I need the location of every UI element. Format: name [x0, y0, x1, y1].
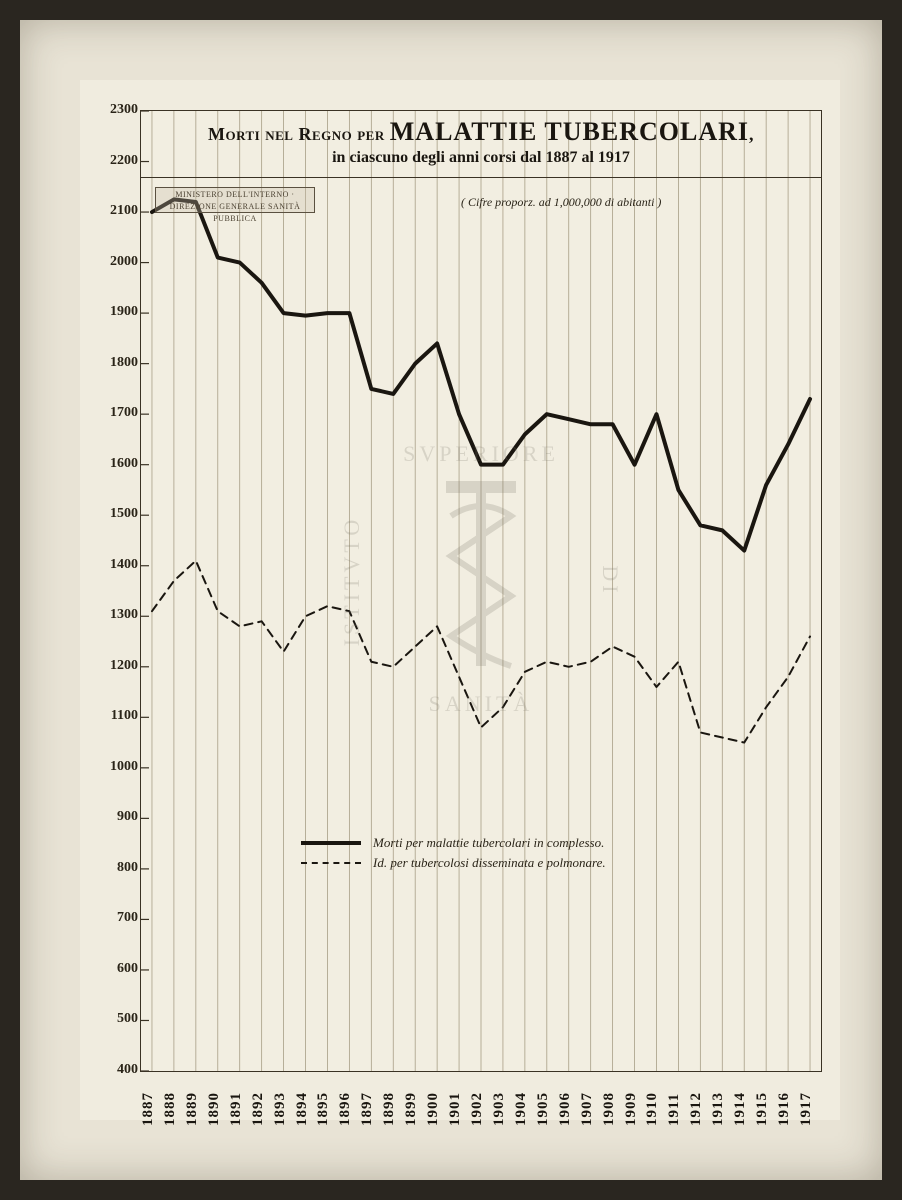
x-tick-label: 1909: [623, 1092, 640, 1126]
x-tick-label: 1900: [425, 1092, 442, 1126]
x-tick-label: 1891: [228, 1092, 245, 1126]
y-tick-label: 1500: [110, 506, 138, 522]
legend-label-total: Morti per malattie tubercolari in comple…: [373, 835, 604, 851]
x-tick-label: 1911: [666, 1093, 683, 1126]
x-tick-label: 1901: [447, 1092, 464, 1126]
y-tick-label: 1700: [110, 405, 138, 421]
x-tick-label: 1902: [469, 1092, 486, 1126]
y-tick-label: 500: [117, 1011, 138, 1027]
x-tick-label: 1890: [206, 1092, 223, 1126]
x-tick-label: 1887: [140, 1092, 157, 1126]
plot-area: Morti nel Regno per MALATTIE TUBERCOLARI…: [140, 110, 822, 1072]
x-tick-label: 1889: [184, 1092, 201, 1126]
x-tick-label: 1899: [403, 1092, 420, 1126]
y-axis-labels: 4005006007008009001000110012001300140015…: [90, 110, 138, 1070]
y-tick-label: 2300: [110, 102, 138, 118]
title-line-2: in ciascuno degli anni corsi dal 1887 al…: [141, 149, 821, 167]
title-post: ,: [749, 124, 754, 144]
x-tick-label: 1912: [688, 1092, 705, 1126]
y-tick-label: 800: [117, 860, 138, 876]
x-tick-label: 1898: [381, 1092, 398, 1126]
x-axis-labels: 1887 1888 1889 1890 1891 1892 1893 18941895 1896…: [140, 1072, 820, 1126]
title-separator-rule: [141, 177, 821, 178]
title-line-1: Morti nel Regno per MALATTIE TUBERCOLARI…: [141, 117, 821, 147]
x-tick-label: 1908: [601, 1092, 618, 1126]
x-tick-label: 1906: [557, 1092, 574, 1126]
legend-swatch-solid: [301, 841, 361, 845]
photo-frame: 400 500 600 700 800 900 1000 1100 1200 1300 1400 15…: [20, 20, 882, 1180]
x-tick-label: 1903: [491, 1092, 508, 1126]
chart-legend: Morti per malattie tubercolari in comple…: [301, 831, 661, 875]
y-tick-label: 900: [117, 809, 138, 825]
x-tick-label: 1888: [162, 1092, 179, 1126]
y-tick-label: 700: [117, 910, 138, 926]
y-tick-label: 2100: [110, 203, 138, 219]
y-tick-label: 1600: [110, 456, 138, 472]
x-tick-label: 1910: [644, 1092, 661, 1126]
x-tick-label: 1913: [710, 1092, 727, 1126]
title-emphasis: MALATTIE TUBERCOLARI: [390, 117, 749, 146]
x-tick-label: 1895: [315, 1092, 332, 1126]
x-tick-label: 1892: [250, 1092, 267, 1126]
legend-row-pulmonary: Id. per tubercolosi disseminata e polmon…: [301, 855, 661, 871]
title-pre: Morti nel Regno per: [208, 124, 390, 144]
y-tick-label: 400: [117, 1062, 138, 1078]
y-tick-label: 1300: [110, 607, 138, 623]
x-tick-label: 1896: [337, 1092, 354, 1126]
chart-title: Morti nel Regno per MALATTIE TUBERCOLARI…: [141, 117, 821, 167]
x-tick-label: 1915: [754, 1092, 771, 1126]
ministry-stamp: MINISTERO DELL'INTERNO · DIREZIONE GENER…: [155, 187, 315, 213]
y-tick-label: 600: [117, 961, 138, 977]
x-tick-label: 1914: [732, 1092, 749, 1126]
x-tick-label: 1917: [798, 1092, 815, 1126]
plot-svg: [141, 111, 821, 1071]
y-tick-label: 1000: [110, 759, 138, 775]
y-tick-label: 1200: [110, 658, 138, 674]
y-tick-label: 1100: [111, 708, 138, 724]
paper-sheet: 400 500 600 700 800 900 1000 1100 1200 1300 1400 15…: [80, 80, 840, 1120]
chart-container: 4005006007008009001000110012001300140015…: [140, 110, 820, 1070]
x-tick-label: 1894: [294, 1092, 311, 1126]
x-tick-label: 1916: [776, 1092, 793, 1126]
y-tick-label: 1800: [110, 355, 138, 371]
legend-label-pulmonary: Id. per tubercolosi disseminata e polmon…: [373, 855, 606, 871]
y-tick-label: 2000: [110, 254, 138, 270]
y-tick-label: 1900: [110, 304, 138, 320]
x-tick-label: 1897: [359, 1092, 376, 1126]
y-tick-label: 2200: [110, 153, 138, 169]
legend-row-total: Morti per malattie tubercolari in comple…: [301, 835, 661, 851]
x-tick-label: 1905: [535, 1092, 552, 1126]
x-tick-label: 1904: [513, 1092, 530, 1126]
y-tick-label: 1400: [110, 557, 138, 573]
legend-swatch-dashed: [301, 862, 361, 864]
x-tick-label: 1893: [272, 1092, 289, 1126]
x-tick-label: 1907: [579, 1092, 596, 1126]
subtitle-note: ( Cifre proporz. ad 1,000,000 di abitant…: [461, 195, 661, 210]
